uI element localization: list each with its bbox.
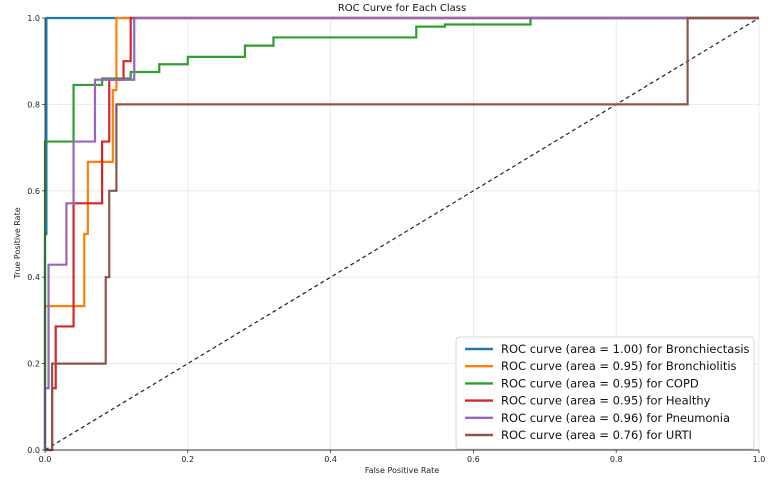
legend-entry: ROC curve (area = 0.95) for Healthy [501, 394, 711, 408]
x-tick-label: 0.0 [39, 455, 52, 464]
x-tick-label: 0.6 [467, 455, 480, 464]
y-axis-label: True Positive Rate [13, 207, 22, 279]
y-tick-label: 0.6 [27, 187, 40, 196]
y-tick-label: 0.2 [27, 360, 40, 369]
x-ticks: 0.0 0.2 0.4 0.6 0.8 1.0 [39, 450, 766, 464]
chart-title: ROC Curve for Each Class [338, 3, 466, 14]
series-line-2 [43, 16, 759, 450]
legend-box [455, 336, 755, 450]
reference-diagonal-line [44, 17, 760, 451]
x-tick-label: 0.8 [610, 455, 623, 464]
series-line-5 [45, 16, 759, 452]
legend-entry: ROC curve (area = 0.95) for COPD [501, 376, 699, 390]
y-tick-label: 0.0 [27, 446, 40, 455]
legend-entry: ROC curve (area = 0.95) for Bronchioliti… [501, 359, 737, 373]
series-line-1 [43, 16, 759, 450]
y-ticks: 0.0 0.2 0.4 0.6 0.8 1.0 [27, 14, 45, 455]
x-tick-label: 0.4 [324, 455, 337, 464]
y-tick-label: 0.4 [27, 273, 40, 282]
legend-entry: ROC curve (area = 0.96) for Pneumonia [501, 411, 730, 425]
x-tick-label: 0.2 [181, 455, 194, 464]
y-tick-label: 0.8 [27, 100, 40, 109]
legend-entry: ROC curve (area = 0.76) for URTI [501, 428, 692, 442]
x-tick-label: 1.0 [753, 455, 766, 464]
legend-entry: ROC curve (area = 1.00) for Bronchiectas… [501, 342, 750, 356]
reference-line-layer [44, 17, 760, 451]
axes [44, 18, 759, 451]
series-line-3 [45, 16, 759, 452]
x-axis-label: False Positive Rate [365, 466, 439, 475]
legend: ROC curve (area = 1.00) for Bronchiectas… [455, 336, 755, 450]
y-tick-label: 1.0 [27, 14, 40, 23]
series-line-4 [43, 16, 759, 450]
